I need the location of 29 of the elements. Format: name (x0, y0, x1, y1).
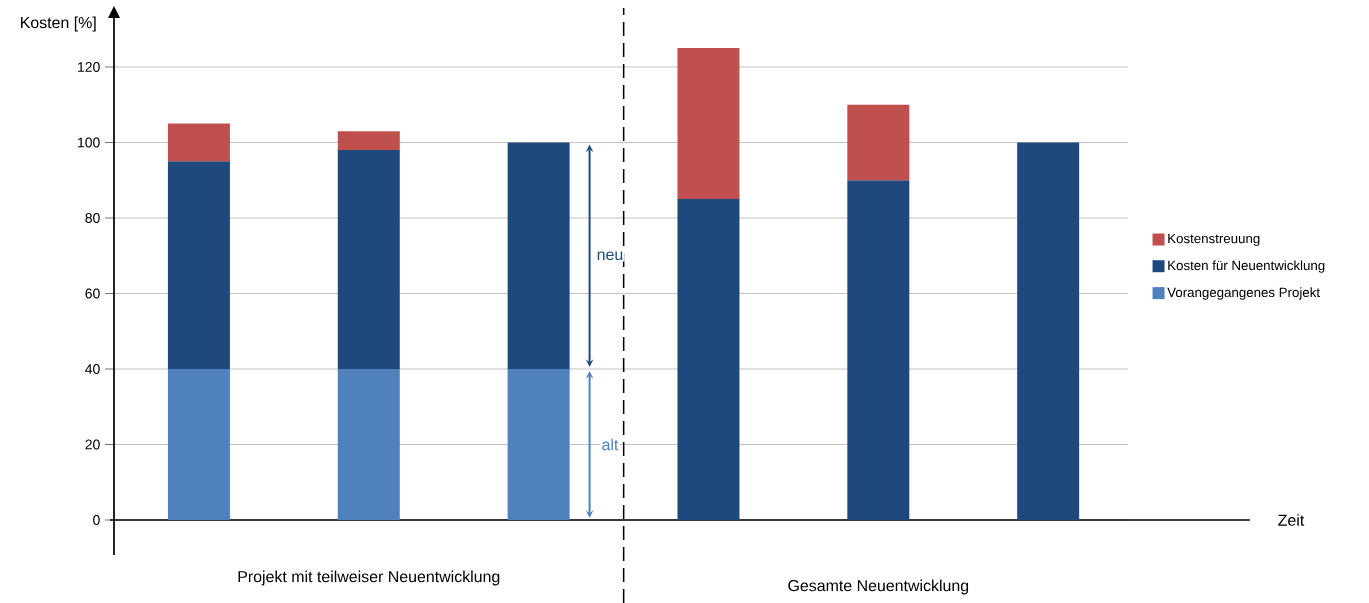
bar (337, 131, 400, 151)
text: Gesamte Neuentwicklung (788, 579, 969, 595)
y-axis-title: Kosten [%] (21, 16, 96, 32)
legend-label: Kostenstreuung (1168, 233, 1260, 246)
text: Zeit (1278, 514, 1305, 526)
bar (847, 104, 910, 181)
bar (507, 369, 570, 520)
legend-label: Kosten für Neuentwicklung (1168, 260, 1325, 273)
bar (507, 142, 570, 369)
bar (847, 180, 910, 520)
bar (677, 199, 740, 520)
bar (167, 123, 230, 162)
y-tick-label: 0 (93, 515, 100, 525)
y-tick-label: 120 (78, 62, 100, 72)
bar (167, 369, 230, 520)
bar (1017, 142, 1080, 520)
y-tick-label: 40 (85, 364, 100, 374)
y-tick-label: 100 (78, 137, 100, 148)
text: Projekt mit teilweiser Neuentwicklung (238, 570, 500, 586)
bar (337, 150, 400, 369)
bar (337, 369, 400, 520)
annotation: alt (602, 438, 619, 451)
legend-label: Vorangegangenes Projekt (1167, 287, 1320, 300)
y-tick-label: 20 (85, 439, 100, 450)
y-tick-label: 80 (85, 213, 100, 223)
bar (677, 48, 740, 200)
y-tick-label: 60 (85, 288, 100, 299)
annotation: neu (597, 251, 623, 261)
bar (167, 161, 230, 369)
